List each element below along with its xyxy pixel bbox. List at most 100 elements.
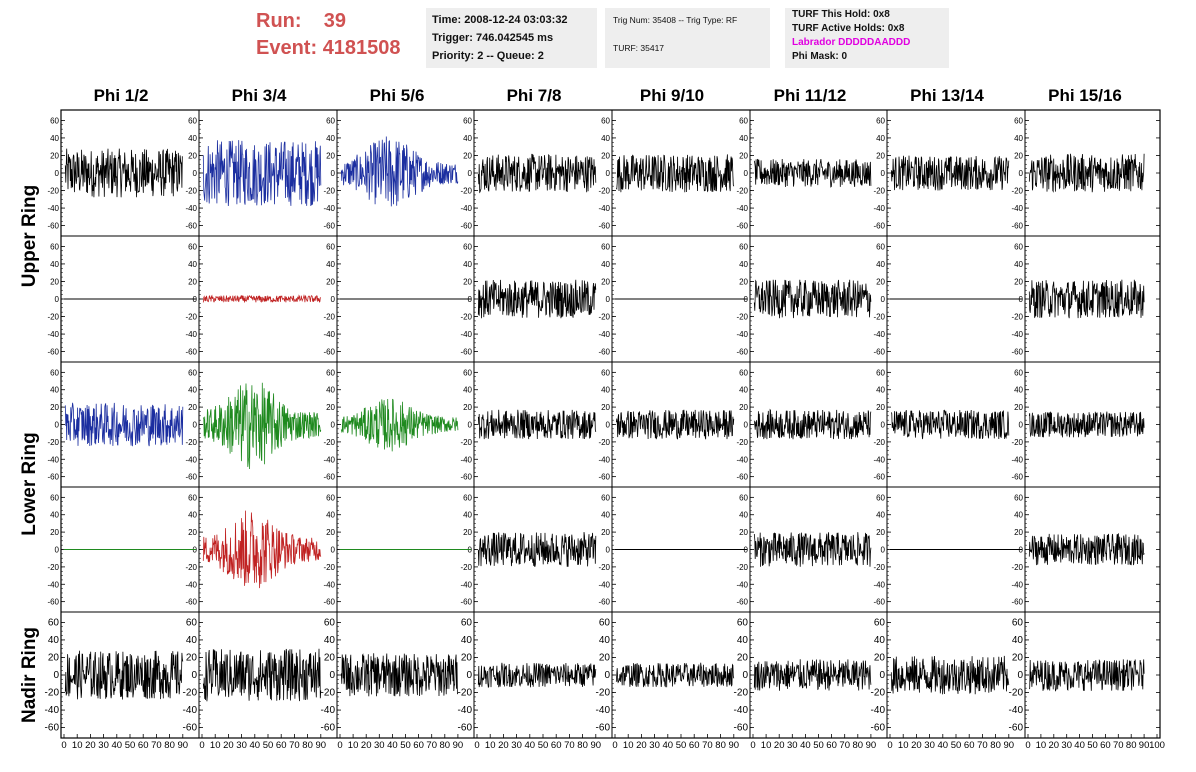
waveform-trace [202,382,322,470]
x-tick-label: 40 [525,740,536,751]
y-tick-label: -60 [598,473,610,482]
y-tick-label: -40 [598,580,610,589]
y-tick-label: 60 [601,116,610,125]
y-tick-label: -20 [1011,313,1023,322]
y-tick-label: 20 [188,403,197,412]
y-tick-label: 60 [50,493,59,502]
x-tick-label: 30 [511,740,522,751]
x-tick-label: 80 [1126,740,1137,751]
y-tick-label: -60 [458,723,473,734]
event-value: 4181508 [322,37,401,59]
y-tick-label: -40 [1011,455,1023,464]
y-tick-label: 40 [739,386,748,395]
y-tick-label: 20 [463,403,472,412]
y-tick-label: -60 [1011,348,1023,357]
x-tick-label: 0 [337,740,342,751]
y-tick-label: -60 [323,348,335,357]
x-tick-label: 60 [413,740,424,751]
x-tick-label: 90 [1139,740,1150,751]
y-tick-label: -60 [871,723,886,734]
y-tick-label: 0 [468,169,473,178]
y-tick-label: 0 [55,169,60,178]
x-tick-label: 70 [151,740,162,751]
y-tick-label: -40 [734,705,749,716]
y-tick-label: 40 [876,134,885,143]
x-tick-label: 40 [387,740,398,751]
y-tick-label: -20 [185,438,197,447]
y-tick-label: 40 [188,260,197,269]
y-tick-label: -60 [873,222,885,231]
y-tick-label: 40 [463,386,472,395]
y-tick-label: -60 [1011,222,1023,231]
x-tick-label: 10 [761,740,772,751]
y-tick-label: -40 [183,705,198,716]
y-tick-label: -20 [871,688,886,699]
y-tick-label: 20 [876,528,885,537]
trigger-text: Trigger: 746.042545 ms [432,32,554,44]
y-tick-label: -20 [321,688,336,699]
time-text: Time: 2008-12-24 03:03:32 [432,14,568,26]
y-tick-label: 20 [463,151,472,160]
x-tick-label: 80 [440,740,451,751]
y-tick-label: -40 [1011,580,1023,589]
y-tick-label: 0 [744,421,749,430]
y-tick-label: 60 [601,242,610,251]
x-tick-label: 10 [210,740,221,751]
y-tick-label: -20 [460,187,472,196]
waveform-trace [1028,153,1145,193]
y-tick-label: -40 [873,580,885,589]
column-label-phi-7-8: Phi 7/8 [506,86,562,105]
y-tick-label: 40 [50,260,59,269]
y-tick-label: -20 [460,563,472,572]
y-tick-label: -20 [873,438,885,447]
run-label: Run: [256,10,302,32]
y-tick-label: -40 [736,580,748,589]
y-tick-label: -40 [323,580,335,589]
y-tick-label: 20 [739,151,748,160]
x-tick-label: 90 [178,740,189,751]
column-label-phi-3-4: Phi 3/4 [231,86,287,105]
x-tick-label: 40 [800,740,811,751]
y-tick-label: -20 [596,688,611,699]
y-tick-label: 20 [601,151,610,160]
y-tick-label: 0 [331,421,336,430]
y-tick-label: -20 [323,187,335,196]
y-tick-label: -40 [321,705,336,716]
phi-mask-text: Phi Mask: 0 [792,51,848,62]
x-tick-label: 20 [361,740,372,751]
x-tick-label: 30 [649,740,660,751]
y-tick-label: -20 [736,187,748,196]
waveform-trace [890,655,1010,695]
y-tick-label: 40 [1014,260,1023,269]
y-tick-label: 60 [876,368,885,377]
y-tick-label: 0 [55,546,60,555]
y-tick-label: 40 [463,134,472,143]
y-tick-label: 0 [331,546,336,555]
y-tick-label: -40 [460,455,472,464]
y-tick-label: 20 [1012,652,1024,663]
y-tick-label: 40 [1014,134,1023,143]
y-tick-label: -60 [1011,473,1023,482]
waveform-trace [890,409,1010,440]
x-tick-label: 10 [1036,740,1047,751]
x-tick-label: 70 [839,740,850,751]
y-tick-label: -40 [598,204,610,213]
y-tick-label: 20 [463,528,472,537]
y-tick-label: -60 [47,473,59,482]
y-tick-label: -20 [598,313,610,322]
column-label-phi-15-16: Phi 15/16 [1048,86,1122,105]
y-tick-label: -60 [596,723,611,734]
x-tick-label: 80 [577,740,588,751]
y-tick-label: 60 [737,617,749,628]
y-tick-label: -60 [460,598,472,607]
column-label-phi-5-6: Phi 5/6 [369,86,425,105]
x-tick-label: 60 [276,740,287,751]
x-tick-label: 20 [1049,740,1060,751]
y-tick-label: -40 [47,455,59,464]
y-tick-label: -20 [734,688,749,699]
y-tick-label: -40 [460,204,472,213]
y-tick-label: 60 [463,116,472,125]
y-tick-label: 40 [739,134,748,143]
y-tick-label: 20 [601,403,610,412]
y-tick-label: 60 [50,116,59,125]
